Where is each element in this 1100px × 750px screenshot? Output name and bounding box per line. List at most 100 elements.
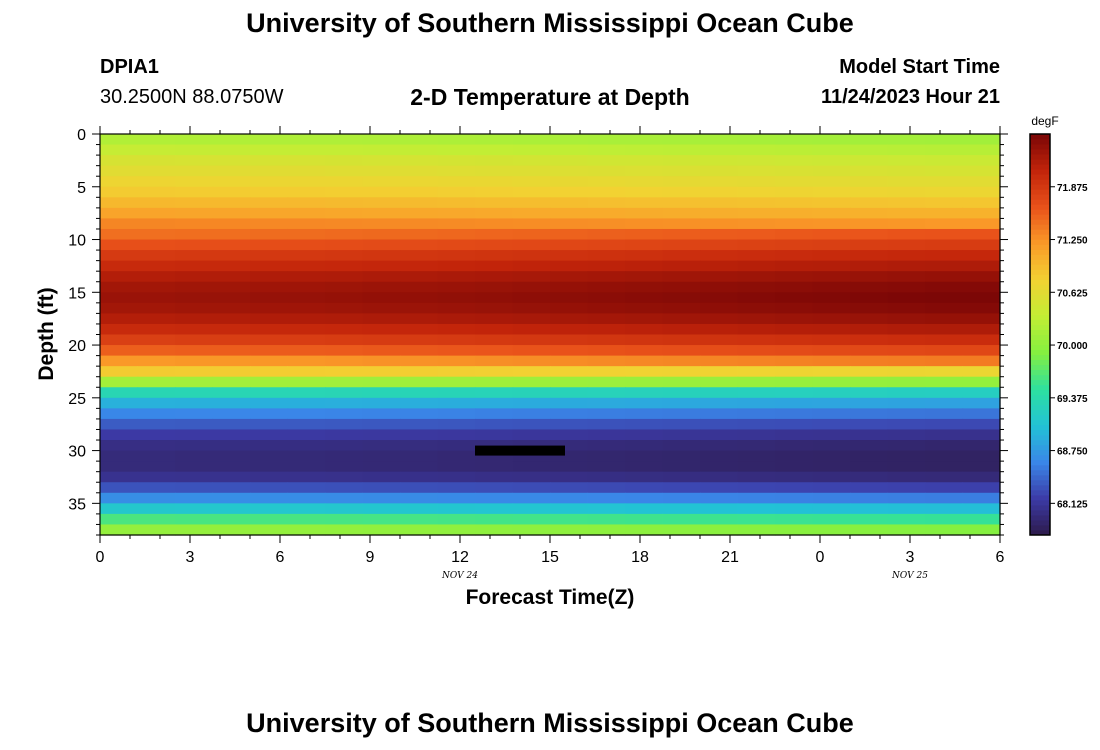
heatmap-cell: [737, 144, 776, 156]
heatmap-cell: [925, 165, 964, 177]
heatmap-cell: [287, 397, 326, 409]
heatmap-cell: [512, 144, 551, 156]
heatmap-cell: [100, 492, 139, 504]
colorbar-segment: [1030, 139, 1050, 145]
colorbar-segment: [1030, 314, 1050, 320]
heatmap-cell: [400, 302, 439, 314]
colorbar-segment: [1030, 404, 1050, 411]
heatmap-cell: [287, 239, 326, 251]
heatmap-cell: [100, 376, 139, 388]
heatmap-cell: [475, 281, 514, 293]
heatmap-cell: [512, 492, 551, 504]
heatmap-cell: [400, 461, 439, 473]
colorbar-segment: [1030, 254, 1050, 260]
heatmap-cell: [700, 345, 739, 357]
heatmap-cell: [475, 387, 514, 399]
heatmap-cell: [700, 366, 739, 378]
heatmap-cell: [737, 334, 776, 346]
x-tick-label: 9: [366, 549, 375, 566]
heatmap-cell: [250, 271, 289, 283]
heatmap-cell: [475, 239, 514, 251]
heatmap-cell: [362, 260, 401, 272]
heatmap-cell: [175, 513, 214, 526]
heatmap-cell: [175, 408, 214, 420]
heatmap-cell: [437, 228, 476, 241]
heatmap-cell: [887, 313, 926, 325]
heatmap-cell: [625, 218, 664, 230]
x-tick-label: 21: [721, 549, 739, 566]
heatmap-cell: [925, 228, 964, 241]
heatmap-cell: [550, 492, 589, 504]
heatmap-cell: [775, 492, 814, 504]
heatmap-cell: [775, 260, 814, 272]
heatmap-cell: [962, 355, 1001, 367]
heatmap-cell: [737, 376, 776, 388]
heatmap-cell: [550, 334, 589, 346]
colorbar-segment: [1030, 424, 1050, 431]
heatmap-cell: [962, 418, 1001, 431]
heatmap-cell: [625, 440, 664, 452]
heatmap-cell: [212, 207, 251, 220]
heatmap-cell: [812, 155, 851, 167]
x-tick-label: 15: [541, 549, 559, 566]
heatmap-cell: [850, 429, 889, 441]
heatmap-cell: [287, 271, 326, 283]
heatmap-cell: [662, 186, 701, 198]
heatmap-cell: [475, 313, 514, 325]
heatmap-cell: [962, 165, 1001, 177]
heatmap-cell: [550, 313, 589, 325]
heatmap-cell: [962, 271, 1001, 283]
heatmap-cell: [587, 376, 626, 388]
heatmap-cell: [700, 176, 739, 188]
heatmap-cell: [587, 524, 626, 536]
heatmap-cell: [400, 482, 439, 494]
heatmap-cell: [887, 292, 926, 304]
heatmap-cell: [437, 387, 476, 399]
heatmap-cell: [587, 292, 626, 304]
heatmap-cell: [737, 281, 776, 293]
heatmap-cell: [662, 461, 701, 473]
heatmap-cell: [775, 376, 814, 388]
heatmap-cell: [962, 345, 1001, 357]
heatmap-cell: [400, 408, 439, 420]
heatmap-cell: [212, 228, 251, 241]
heatmap-cell: [962, 408, 1001, 420]
heatmap-cell: [400, 471, 439, 483]
heatmap-cell: [812, 387, 851, 399]
heatmap-cell: [287, 450, 326, 462]
heatmap-cell: [587, 271, 626, 283]
heatmap-cell: [887, 418, 926, 431]
heatmap-cell: [437, 302, 476, 314]
heatmap-cell: [287, 482, 326, 494]
heatmap-cell: [887, 197, 926, 209]
heatmap-cell: [325, 313, 364, 325]
heatmap-cell: [437, 165, 476, 177]
heatmap-cell: [812, 471, 851, 483]
heatmap-cell: [362, 376, 401, 388]
heatmap-cell: [400, 281, 439, 293]
heatmap-cell: [437, 292, 476, 304]
y-tick-label: 25: [68, 391, 86, 408]
heatmap-cell: [400, 440, 439, 452]
heatmap-cell: [137, 376, 176, 388]
heatmap-cell: [925, 482, 964, 494]
colorbar-segment: [1030, 344, 1050, 351]
heatmap-cell: [212, 524, 251, 536]
heatmap-cell: [887, 186, 926, 198]
heatmap-cell: [925, 408, 964, 420]
heatmap-cell: [887, 492, 926, 504]
heatmap-cell: [137, 503, 176, 515]
heatmap-cell: [137, 292, 176, 304]
heatmap-cell: [250, 492, 289, 504]
heatmap-cell: [812, 176, 851, 188]
heatmap-cell: [137, 418, 176, 431]
heatmap-cell: [287, 513, 326, 526]
heatmap-cell: [287, 228, 326, 241]
heatmap-cell: [437, 418, 476, 431]
heatmap-cell: [212, 292, 251, 304]
heatmap-cell: [137, 429, 176, 441]
heatmap-cell: [100, 429, 139, 441]
heatmap-cell: [100, 250, 139, 262]
heatmap-cell: [512, 292, 551, 304]
heatmap-cell: [550, 176, 589, 188]
